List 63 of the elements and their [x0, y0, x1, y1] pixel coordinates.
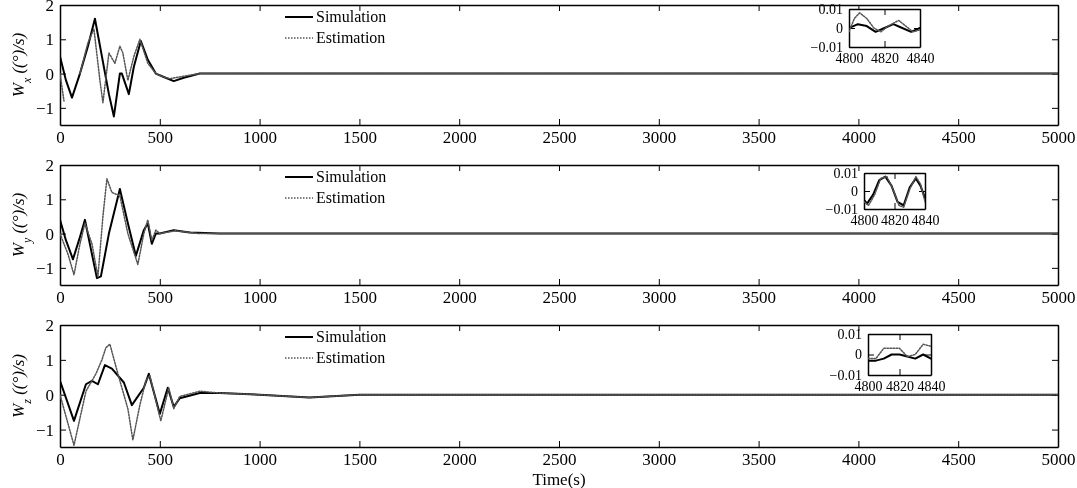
x-tick-label: 2500 — [542, 450, 577, 470]
y-tick-label: −1 — [35, 420, 54, 440]
x-tick-label: 2000 — [442, 450, 477, 470]
x-tick-label: 3000 — [642, 288, 677, 308]
x-tick-label: 4820 — [871, 50, 899, 66]
y-tick-label: −0.01 — [825, 201, 858, 217]
x-tick-label: 4820 — [881, 212, 909, 228]
x-tick-label: 2500 — [542, 128, 577, 148]
legend-label: Simulation — [316, 8, 387, 25]
x-tick-label: 3500 — [742, 450, 777, 470]
legend-label: Simulation — [316, 328, 387, 345]
x-tick-label: 500 — [147, 288, 174, 308]
y-tick-label: 1 — [45, 350, 54, 370]
legend-label: Estimation — [316, 349, 386, 366]
x-tick-label: 5000 — [1041, 288, 1076, 308]
x-tick-label: 4500 — [941, 288, 976, 308]
x-tick-label: 4000 — [841, 288, 876, 308]
x-tick-label: 1500 — [342, 450, 377, 470]
x-tick-label: 1000 — [243, 288, 278, 308]
x-tick-label: 4840 — [906, 50, 935, 66]
y-tick-label: −0.01 — [810, 39, 843, 55]
x-tick-label: 4000 — [841, 128, 876, 148]
x-tick-label: 2500 — [542, 288, 577, 308]
x-tick-label: 3500 — [742, 288, 777, 308]
x-tick-label: 3000 — [642, 450, 677, 470]
x-tick-label: 4820 — [886, 378, 914, 394]
x-tick-label: 4500 — [941, 450, 976, 470]
line-series — [849, 12, 920, 33]
x-tick-label: 2000 — [442, 128, 477, 148]
y-tick-label: 0 — [855, 347, 862, 363]
x-tick-label: 4840 — [911, 212, 940, 228]
legend-label: Simulation — [316, 168, 387, 185]
x-tick-label: 1500 — [342, 128, 377, 148]
y-tick-label: 2 — [45, 315, 54, 335]
legend-label: Estimation — [316, 189, 386, 206]
x-tick-label: 5000 — [1041, 128, 1076, 148]
legend-label: Estimation — [316, 29, 386, 46]
y-tick-label: −0.01 — [829, 367, 862, 383]
y-tick-label: 1 — [45, 190, 54, 210]
x-tick-label: 3500 — [742, 128, 777, 148]
y-tick-label: 0 — [45, 64, 54, 84]
x-axis-title: Time(s) — [532, 470, 586, 488]
y-tick-label: 0.01 — [833, 165, 858, 181]
x-tick-label: 3000 — [642, 128, 677, 148]
x-tick-label: 4840 — [917, 378, 946, 394]
x-tick-label: 500 — [147, 450, 174, 470]
x-tick-label: 1500 — [342, 288, 377, 308]
line-series — [868, 343, 931, 360]
y-tick-label: 0 — [836, 20, 843, 36]
y-tick-label: 1 — [45, 30, 54, 50]
x-tick-label: 1000 — [243, 128, 278, 148]
y-tick-label: 2 — [45, 155, 54, 175]
x-tick-label: 2000 — [442, 288, 477, 308]
x-tick-label: 500 — [147, 128, 174, 148]
y-tick-label: 2 — [45, 0, 54, 15]
y-tick-label: 0 — [851, 183, 858, 199]
x-tick-label: 5000 — [1041, 450, 1076, 470]
x-tick-label: 4500 — [941, 128, 976, 148]
y-tick-label: 0.01 — [837, 326, 862, 342]
x-tick-label: 1000 — [243, 450, 278, 470]
x-tick-label: 4000 — [841, 450, 876, 470]
y-tick-label: −1 — [35, 258, 54, 278]
y-tick-label: −1 — [35, 98, 54, 118]
